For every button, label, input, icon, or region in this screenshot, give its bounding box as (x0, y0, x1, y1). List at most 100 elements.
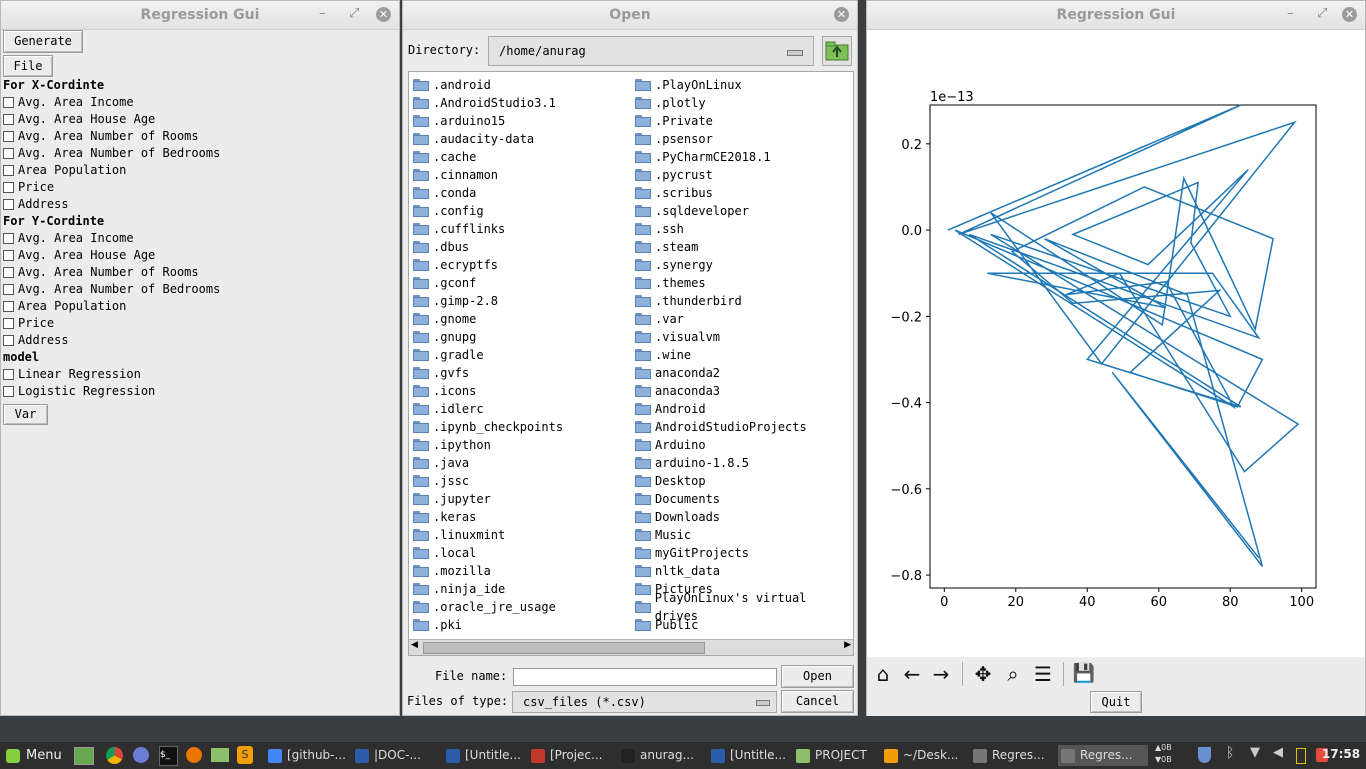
folder-item[interactable]: .local (413, 544, 563, 562)
quit-button[interactable]: Quit (1090, 691, 1142, 713)
folder-item[interactable]: nltk_data (635, 562, 853, 580)
taskbar-window-button[interactable]: [github-... (268, 745, 350, 766)
option-checkbox-row[interactable]: Avg. Area Number of Rooms (3, 128, 398, 145)
folder-item[interactable]: .cinnamon (413, 166, 563, 184)
taskbar-window-button[interactable]: Regres... (973, 745, 1053, 766)
checkbox[interactable] (3, 369, 14, 380)
forward-arrow-icon[interactable]: → (932, 662, 950, 686)
folder-item[interactable]: .jssc (413, 472, 563, 490)
folder-item[interactable]: anaconda2 (635, 364, 853, 382)
folder-item[interactable]: anaconda3 (635, 382, 853, 400)
folder-item[interactable]: .ssh (635, 220, 853, 238)
checkbox[interactable] (3, 182, 14, 193)
open-button[interactable]: Open (781, 665, 854, 688)
option-checkbox-row[interactable]: Avg. Area Number of Bedrooms (3, 145, 398, 162)
bluetooth-icon[interactable]: ᛒ (1226, 745, 1235, 761)
save-icon[interactable]: 💾 (1072, 663, 1096, 684)
battery-icon[interactable] (1296, 748, 1306, 764)
folder-item[interactable]: .thunderbird (635, 292, 853, 310)
folder-item[interactable]: .wine (635, 346, 853, 364)
directory-dropdown[interactable]: /home/anurag (488, 36, 814, 66)
option-checkbox-row[interactable]: Avg. Area Income (3, 230, 398, 247)
folder-item[interactable]: arduino-1.8.5 (635, 454, 853, 472)
folder-item[interactable]: Public (635, 616, 853, 634)
folder-item[interactable]: .psensor (635, 130, 853, 148)
generate-button[interactable]: Generate (3, 30, 83, 53)
sublime-icon[interactable]: S (237, 746, 253, 764)
shield-icon[interactable] (1198, 747, 1211, 763)
folder-item[interactable]: .jupyter (413, 490, 563, 508)
clock[interactable]: 17:58 (1321, 747, 1361, 761)
folder-item[interactable]: .ninja_ide (413, 580, 563, 598)
text-editor-icon[interactable] (133, 747, 149, 763)
filename-input[interactable] (513, 668, 777, 686)
cancel-button[interactable]: Cancel (781, 690, 854, 713)
checkbox[interactable] (3, 131, 14, 142)
folder-item[interactable]: .keras (413, 508, 563, 526)
folder-item[interactable]: .AndroidStudio3.1 (413, 94, 563, 112)
folder-item[interactable]: .dbus (413, 238, 563, 256)
folder-item[interactable]: .steam (635, 238, 853, 256)
filetype-dropdown[interactable]: csv_files (*.csv) (512, 691, 777, 713)
folder-item[interactable]: .ipython (413, 436, 563, 454)
folder-item[interactable]: .plotly (635, 94, 853, 112)
folder-item[interactable]: .ecryptfs (413, 256, 563, 274)
taskbar-window-button[interactable]: [Untitle... (711, 745, 789, 766)
var-button[interactable]: Var (3, 404, 48, 425)
checkbox[interactable] (3, 148, 14, 159)
folder-item[interactable]: .ipynb_checkpoints (413, 418, 563, 436)
file-button[interactable]: File (3, 55, 53, 77)
taskbar-window-button[interactable]: anurag... (621, 745, 705, 766)
checkbox[interactable] (3, 114, 14, 125)
parent-directory-button[interactable] (822, 36, 852, 66)
checkbox[interactable] (3, 165, 14, 176)
folder-item[interactable]: .java (413, 454, 563, 472)
option-checkbox-row[interactable]: Price (3, 179, 398, 196)
folder-item[interactable]: AndroidStudioProjects (635, 418, 853, 436)
folder-item[interactable]: .themes (635, 274, 853, 292)
maximize-icon[interactable]: ⤢ (349, 6, 360, 21)
taskbar-window-button[interactable]: |DOC-... (355, 745, 439, 766)
option-checkbox-row[interactable]: Address (3, 332, 398, 349)
checkbox[interactable] (3, 318, 14, 329)
folder-item[interactable]: Documents (635, 490, 853, 508)
folder-item[interactable]: .pki (413, 616, 563, 634)
option-checkbox-row[interactable]: Avg. Area House Age (3, 111, 398, 128)
menu-button[interactable]: Menu (6, 745, 62, 766)
folder-item[interactable]: .cufflinks (413, 220, 563, 238)
folder-item[interactable]: .config (413, 202, 563, 220)
folder-item[interactable]: .icons (413, 382, 563, 400)
folder-item[interactable]: .pycrust (635, 166, 853, 184)
checkbox[interactable] (3, 233, 14, 244)
folder-item[interactable]: .arduino15 (413, 112, 563, 130)
checkbox[interactable] (3, 284, 14, 295)
minimize-icon[interactable]: – (1287, 6, 1294, 21)
home-icon[interactable]: ⌂ (876, 662, 890, 686)
option-checkbox-row[interactable]: Address (3, 196, 398, 213)
checkbox[interactable] (3, 335, 14, 346)
folder-item[interactable]: .android (413, 76, 563, 94)
taskbar-window-button[interactable]: [Untitle... (446, 745, 524, 766)
folder-item[interactable]: .sqldeveloper (635, 202, 853, 220)
folder-item[interactable]: .gvfs (413, 364, 563, 382)
checkbox[interactable] (3, 267, 14, 278)
option-checkbox-row[interactable]: Avg. Area House Age (3, 247, 398, 264)
scrollbar-thumb[interactable] (423, 642, 705, 654)
volume-icon[interactable]: ◀ (1273, 745, 1283, 760)
folder-item[interactable]: Downloads (635, 508, 853, 526)
pan-icon[interactable]: ✥ (974, 662, 992, 686)
horizontal-scrollbar[interactable]: ◀ ▶ (409, 639, 853, 655)
option-checkbox-row[interactable]: Avg. Area Income (3, 94, 398, 111)
folder-item[interactable]: .gnome (413, 310, 563, 328)
terminal-icon[interactable]: $_ (159, 746, 178, 766)
files-icon[interactable] (211, 748, 229, 762)
folder-item[interactable]: .var (635, 310, 853, 328)
folder-item[interactable]: .synergy (635, 256, 853, 274)
folder-item[interactable]: myGitProjects (635, 544, 853, 562)
taskbar-window-button[interactable]: Regres... (1058, 745, 1148, 766)
option-checkbox-row[interactable]: Area Population (3, 162, 398, 179)
checkbox[interactable] (3, 199, 14, 210)
close-icon[interactable]: ✕ (1342, 7, 1357, 22)
folder-item[interactable]: Music (635, 526, 853, 544)
folder-item[interactable]: .gimp-2.8 (413, 292, 563, 310)
